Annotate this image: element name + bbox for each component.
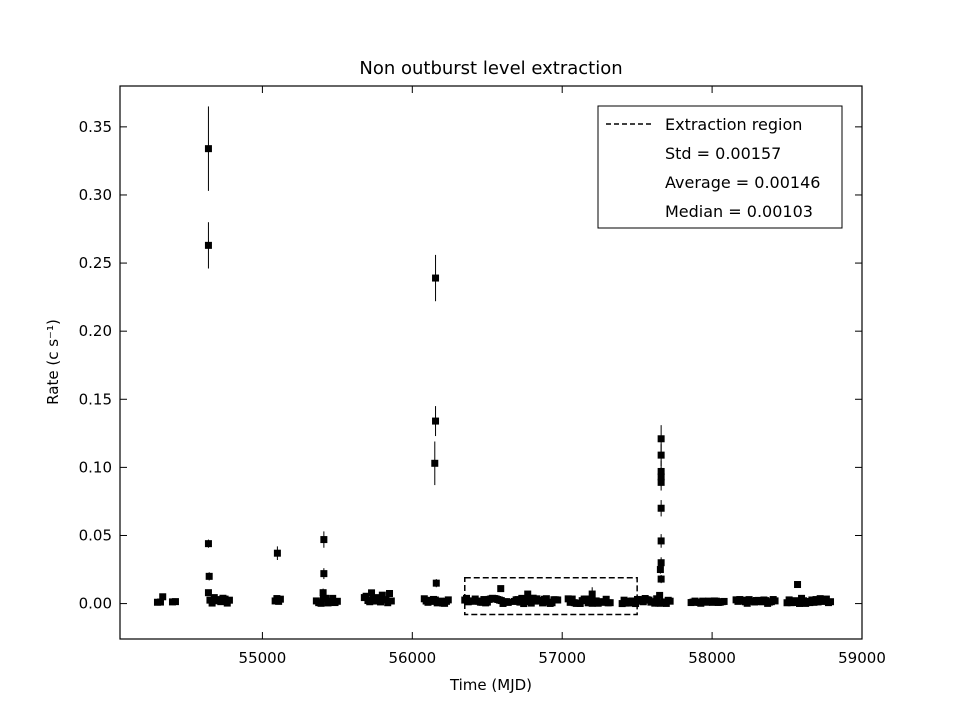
x-axis-label: Time (MJD) bbox=[449, 676, 532, 694]
data-point bbox=[497, 585, 505, 593]
data-point bbox=[276, 595, 284, 603]
data-point bbox=[221, 595, 229, 603]
data-point bbox=[827, 598, 835, 606]
y-tick-label: 0.05 bbox=[79, 526, 112, 544]
data-point bbox=[518, 594, 526, 602]
data-point bbox=[666, 597, 674, 605]
data-point bbox=[431, 459, 439, 467]
data-point bbox=[516, 598, 524, 606]
data-point bbox=[588, 590, 596, 598]
y-tick-label: 0.25 bbox=[79, 254, 112, 272]
data-point bbox=[208, 599, 216, 607]
data-point bbox=[657, 575, 665, 583]
data-point bbox=[319, 589, 327, 597]
data-point bbox=[656, 566, 664, 574]
data-point bbox=[387, 597, 395, 605]
data-point bbox=[771, 597, 779, 605]
data-point bbox=[554, 596, 562, 604]
data-point bbox=[504, 598, 512, 606]
data-point bbox=[317, 599, 325, 607]
data-point bbox=[377, 598, 385, 606]
data-point bbox=[204, 589, 212, 597]
data-point bbox=[657, 504, 665, 512]
y-tick-label: 0.10 bbox=[79, 458, 112, 476]
data-point bbox=[368, 589, 376, 597]
legend-box bbox=[597, 105, 843, 229]
x-tick-label: 58000 bbox=[688, 649, 736, 667]
x-tick-label: 59000 bbox=[838, 649, 886, 667]
data-point bbox=[156, 598, 164, 606]
data-point bbox=[204, 540, 212, 548]
data-point bbox=[720, 597, 728, 605]
data-point bbox=[657, 435, 665, 443]
data-point bbox=[432, 417, 440, 425]
data-point bbox=[366, 598, 374, 606]
data-point bbox=[657, 478, 665, 486]
data-point bbox=[632, 600, 640, 608]
axis-ticks: 55000 56000 57000 58000 59000 0.00 0.05 0.10 0.1… bbox=[79, 86, 886, 667]
data-point bbox=[651, 599, 659, 607]
data-point bbox=[602, 595, 610, 603]
legend-entry-std: Std = 0.00157 bbox=[665, 144, 781, 163]
data-point bbox=[386, 589, 394, 597]
data-point bbox=[582, 595, 590, 603]
data-point bbox=[822, 595, 830, 603]
data-point bbox=[568, 595, 576, 603]
data-point bbox=[159, 593, 167, 601]
data-point bbox=[204, 145, 212, 153]
data-point bbox=[432, 579, 440, 587]
data-point bbox=[527, 599, 535, 607]
data-point bbox=[384, 599, 392, 607]
data-point bbox=[657, 559, 665, 567]
data-point bbox=[656, 591, 664, 599]
x-tick-label: 55000 bbox=[239, 649, 287, 667]
data-point bbox=[539, 599, 547, 607]
data-point bbox=[794, 581, 802, 589]
chart-title: Non outburst level extraction bbox=[359, 58, 622, 79]
data-point bbox=[205, 572, 213, 580]
plot-frame bbox=[119, 85, 863, 640]
x-tick-label: 57000 bbox=[538, 649, 586, 667]
data-point bbox=[329, 594, 337, 602]
data-point bbox=[320, 536, 328, 544]
y-tick-label: 0.35 bbox=[79, 118, 112, 136]
y-axis-label: Rate (c s⁻¹) bbox=[44, 319, 62, 405]
data-point bbox=[743, 599, 751, 607]
data-point bbox=[322, 594, 330, 602]
data-point bbox=[320, 570, 328, 578]
legend: Extraction region Std = 0.00157 Average … bbox=[597, 105, 843, 229]
data-point bbox=[225, 596, 233, 604]
legend-entry-average: Average = 0.00146 bbox=[665, 173, 820, 192]
data-point bbox=[657, 451, 665, 459]
legend-entry-median: Median = 0.00103 bbox=[665, 202, 813, 221]
data-point bbox=[606, 599, 614, 607]
data-point bbox=[362, 592, 370, 600]
x-tick-label: 56000 bbox=[388, 649, 436, 667]
data-point bbox=[273, 549, 281, 557]
data-point bbox=[333, 597, 341, 605]
y-tick-label: 0.30 bbox=[79, 186, 112, 204]
data-point bbox=[171, 598, 179, 606]
data-point bbox=[524, 590, 532, 598]
y-tick-label: 0.15 bbox=[79, 390, 112, 408]
data-point bbox=[795, 599, 803, 607]
data-point bbox=[444, 596, 452, 604]
data-point bbox=[204, 241, 212, 249]
data-point bbox=[432, 274, 440, 282]
legend-entry-extraction-region: Extraction region bbox=[665, 115, 802, 134]
data-points bbox=[153, 106, 835, 608]
data-point bbox=[657, 537, 665, 545]
y-tick-label: 0.00 bbox=[79, 595, 112, 613]
y-tick-label: 0.20 bbox=[79, 322, 112, 340]
data-point bbox=[378, 591, 386, 599]
